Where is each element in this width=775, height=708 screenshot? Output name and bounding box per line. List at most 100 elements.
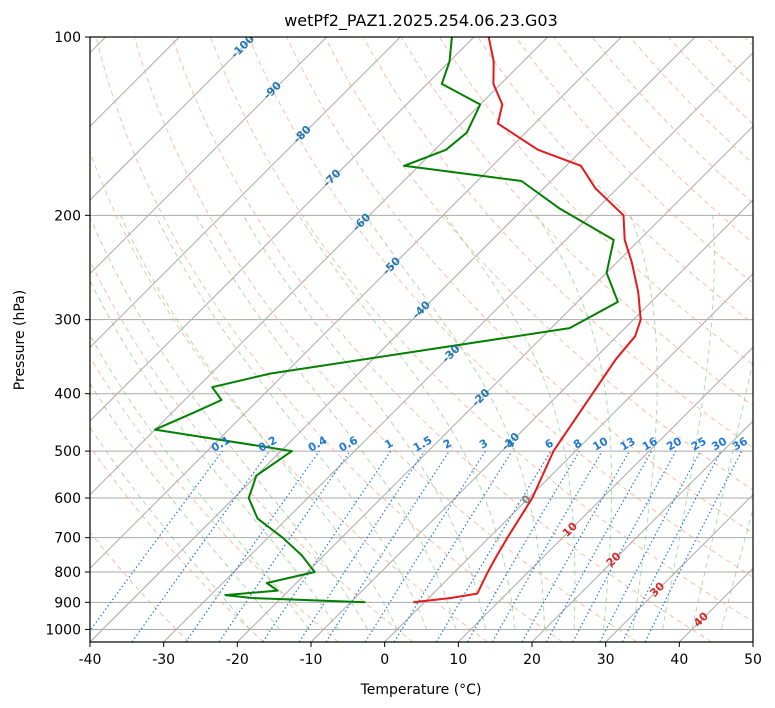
- moist-adiabat-line: [720, 506, 753, 630]
- isotherm-label: 40: [691, 609, 711, 629]
- dry-adiabat-line: [438, 37, 753, 366]
- y-tick-label: 700: [54, 531, 81, 547]
- moist-adiabat-line: [364, 215, 546, 630]
- isotherm-label: -70: [320, 166, 343, 189]
- moist-adiabat-line: [90, 279, 339, 630]
- x-tick-label: -20: [226, 652, 249, 668]
- moist-adiabat-line: [661, 215, 715, 630]
- mixing-ratio-label: 3: [477, 437, 490, 452]
- moist-adiabat-line: [155, 215, 428, 630]
- mixing-ratio-line: [185, 450, 320, 642]
- x-tick-label: 40: [670, 652, 688, 668]
- y-tick-label: 600: [54, 491, 81, 507]
- plot-frame: [89, 36, 754, 643]
- moist-adiabat-line: [444, 215, 576, 630]
- dry-adiabat-line: [90, 445, 264, 642]
- y-tick-label: 300: [54, 313, 81, 329]
- mixing-ratio-line: [435, 450, 552, 642]
- y-axis-title: Pressure (hPa): [12, 290, 28, 390]
- dry-adiabat-line: [668, 37, 753, 125]
- x-axis: -40 -30 -20 -10 0 10 20 30 40 50: [79, 642, 762, 668]
- isotherm-line: [310, 199, 753, 642]
- x-tick-label: -30: [152, 652, 175, 668]
- x-tick-label: 50: [744, 652, 762, 668]
- x-tick-label: 20: [523, 652, 541, 668]
- dry-adiabat-line: [400, 37, 753, 407]
- x-tick-label: 10: [449, 652, 467, 668]
- y-tick-label: 900: [54, 595, 81, 611]
- y-tick-label: 800: [54, 565, 81, 581]
- isotherm-line: [163, 51, 753, 642]
- moist-adiabat-line: [536, 215, 613, 630]
- mixing-ratio-line: [298, 450, 425, 642]
- x-axis-title: Temperature (°C): [360, 682, 482, 698]
- temperature-line: [413, 37, 642, 604]
- grid-layer: [90, 37, 753, 642]
- isotherm-line: [531, 420, 753, 642]
- series-layer: [154, 37, 642, 604]
- mixing-ratio-label: 2: [441, 437, 454, 452]
- dry-adiabat-line: [95, 37, 563, 642]
- dry-adiabat-line: [744, 37, 753, 47]
- isotherm-line: [90, 37, 401, 349]
- y-tick-label: 500: [54, 444, 81, 460]
- chart-title: wetPf2_PAZ1.2025.254.06.23.G03: [284, 11, 558, 31]
- isotherm-line: [90, 37, 328, 275]
- dry-adiabat-line: [248, 37, 753, 578]
- mixing-ratio-line: [572, 450, 677, 642]
- y-tick-label: 1000: [45, 622, 81, 638]
- mixing-ratio-line: [262, 450, 392, 642]
- dry-adiabat-line: [477, 37, 753, 325]
- dry-adiabat-line: [133, 37, 638, 642]
- moist-adiabat-line: [195, 215, 457, 630]
- isotherm-label: -60: [350, 210, 373, 233]
- moist-adiabat-line: [691, 358, 753, 630]
- isotherm-line: [90, 37, 549, 496]
- dry-adiabat-line: [90, 150, 488, 642]
- mixing-ratio-line: [466, 450, 580, 642]
- mixing-ratio-line: [364, 450, 486, 642]
- isotherm-line: [90, 37, 696, 642]
- x-tick-label: -40: [79, 652, 102, 668]
- isotherm-line: [752, 641, 753, 642]
- moist-adiabat-line: [242, 215, 487, 630]
- dewpoint-line: [154, 37, 619, 604]
- isotherm-line: [678, 567, 753, 642]
- mixing-ratio-line: [599, 450, 702, 642]
- y-axis: 100 200 300 400 500 600 700 800 900 1000: [45, 30, 90, 638]
- mixing-ratio-line: [131, 450, 270, 642]
- y-tick-label: 400: [54, 387, 81, 403]
- isotherm-label: 10: [560, 519, 580, 539]
- isotherm-line: [90, 37, 475, 422]
- isotherm-line: [236, 125, 753, 642]
- isotherm-line: [605, 493, 753, 642]
- mixing-ratio-line: [644, 450, 743, 642]
- dry-adiabat-line: [515, 37, 753, 284]
- moist-adiabat-line: [90, 426, 251, 630]
- x-tick-label: -10: [300, 652, 323, 668]
- moist-adiabat-line: [90, 215, 369, 630]
- y-tick-label: 100: [54, 30, 81, 46]
- y-tick-label: 200: [54, 208, 81, 224]
- dry-adiabat-line: [210, 37, 753, 623]
- isoline-label-layer: 0.1 0.2 0.4 0.6 1 1.5 2 3 4 6 8 10 13 16 20 25 30 36-100-…: [209, 37, 750, 630]
- dry-adiabat-line: [171, 37, 712, 642]
- mixing-ratio-line: [325, 450, 450, 642]
- dry-adiabat-line: [706, 37, 753, 86]
- isotherm-line: [90, 37, 622, 570]
- dry-adiabat-line: [553, 37, 753, 244]
- mixing-ratio-line: [90, 450, 223, 632]
- mixing-ratio-line: [393, 450, 513, 642]
- x-tick-label: 0: [380, 652, 389, 668]
- moist-adiabat-line: [298, 215, 516, 630]
- dry-adiabat-line: [90, 356, 339, 642]
- moist-adiabat-line: [90, 334, 310, 630]
- mixing-ratio-line: [521, 450, 631, 642]
- moist-adiabat-line: [630, 215, 658, 630]
- dry-adiabat-line: [90, 531, 190, 642]
- dry-adiabat-line: [90, 259, 414, 642]
- dry-adiabat-line: [286, 37, 753, 534]
- isotherm-line: [384, 272, 753, 642]
- isotherm-line: [457, 346, 753, 642]
